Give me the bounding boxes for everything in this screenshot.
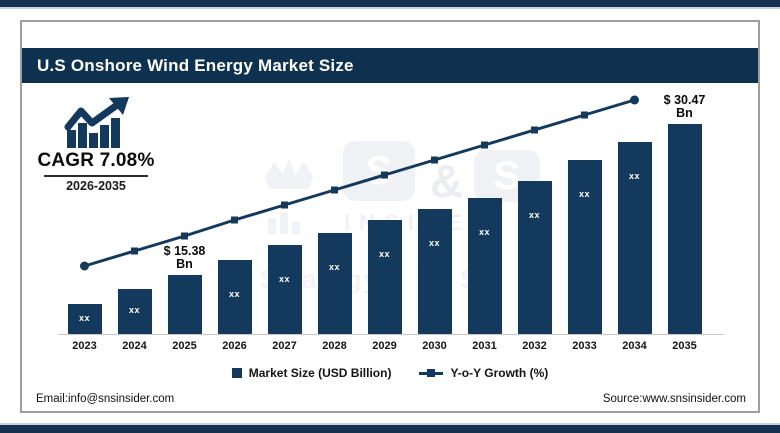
bar-value-label-2023: xx	[78, 313, 90, 324]
x-axis-tick-2034: 2034	[622, 340, 647, 352]
bar-value-label-2028: xx	[328, 262, 340, 272]
x-axis-tick-2027: 2027	[272, 340, 297, 352]
bar-value-label-2024: xx	[128, 305, 140, 316]
x-axis-tick-2035: 2035	[672, 340, 697, 352]
x-axis-line	[58, 334, 724, 335]
chart-legend: Market Size (USD Billion) Y-o-Y Growth (…	[22, 366, 758, 380]
bar-2031	[467, 198, 502, 334]
x-axis-tick-2026: 2026	[222, 340, 247, 352]
chart-card: S & S INSIDER Strategy Sa U.S Onshore Wi…	[20, 20, 760, 413]
bar-value-label-2026: xx	[228, 289, 240, 299]
chart-title: U.S Onshore Wind Energy Market Size	[37, 56, 354, 75]
bar-2028	[317, 233, 352, 334]
chart-title-bar: U.S Onshore Wind Energy Market Size	[22, 48, 758, 83]
x-axis-tick-2032: 2032	[522, 340, 547, 352]
bar-value-label-2032: xx	[528, 210, 540, 220]
bar-2023	[67, 304, 102, 334]
footer-email: Email:info@snsinsider.com	[36, 393, 175, 405]
legend-item-market-size: Market Size (USD Billion)	[231, 366, 392, 380]
bar-2024	[117, 289, 152, 334]
x-axis-tick-2033: 2033	[572, 340, 597, 352]
bar-value-label-2031: xx	[478, 227, 490, 237]
card-footer: Email:info@snsinsider.com Source:www.sns…	[36, 393, 746, 405]
bar-series-swatch-icon	[231, 368, 242, 378]
legend-line-label: Y-o-Y Growth (%)	[450, 366, 549, 380]
bar-2025	[167, 275, 202, 334]
top-accent-strip-light	[0, 7, 780, 9]
x-axis-tick-2025: 2025	[172, 340, 197, 352]
legend-bar-label: Market Size (USD Billion)	[248, 366, 392, 380]
chart-plot: xx 2023 xx 2024 2025 xx 2026 xx 2027 xx 2028 xx 2029…	[22, 22, 758, 411]
bottom-accent-strip-light	[0, 423, 780, 425]
x-axis-tick-2023: 2023	[72, 340, 97, 352]
legend-item-yoy-growth: Y-o-Y Growth (%)	[419, 366, 548, 380]
bar-2032	[517, 181, 552, 334]
bar-value-label-2033: xx	[578, 189, 590, 199]
bottom-accent-strip	[0, 425, 780, 433]
line-series-swatch-icon	[419, 369, 444, 377]
bar-value-label-2029: xx	[378, 249, 390, 259]
x-axis-tick-2030: 2030	[422, 340, 447, 352]
bar-2027	[267, 245, 302, 334]
footer-source: Source:www.snsinsider.com	[602, 393, 746, 405]
top-accent-strip	[0, 0, 780, 7]
value-callout-2035: $ 30.47 Bn	[663, 93, 706, 120]
bar-value-label-2034: xx	[628, 171, 640, 181]
x-axis-tick-2029: 2029	[372, 340, 397, 352]
x-axis-tick-2028: 2028	[322, 340, 347, 352]
x-axis-tick-2024: 2024	[122, 340, 147, 352]
bar-2030	[417, 209, 452, 334]
bar-value-label-2030: xx	[428, 238, 440, 248]
bar-2035	[667, 124, 702, 334]
bar-2026	[217, 260, 252, 334]
bar-2033	[567, 160, 602, 334]
bar-value-label-2027: xx	[278, 274, 290, 284]
value-callout-2025: $ 15.38 Bn	[163, 244, 206, 271]
bar-2029	[367, 220, 402, 334]
x-axis-tick-2031: 2031	[472, 340, 497, 352]
